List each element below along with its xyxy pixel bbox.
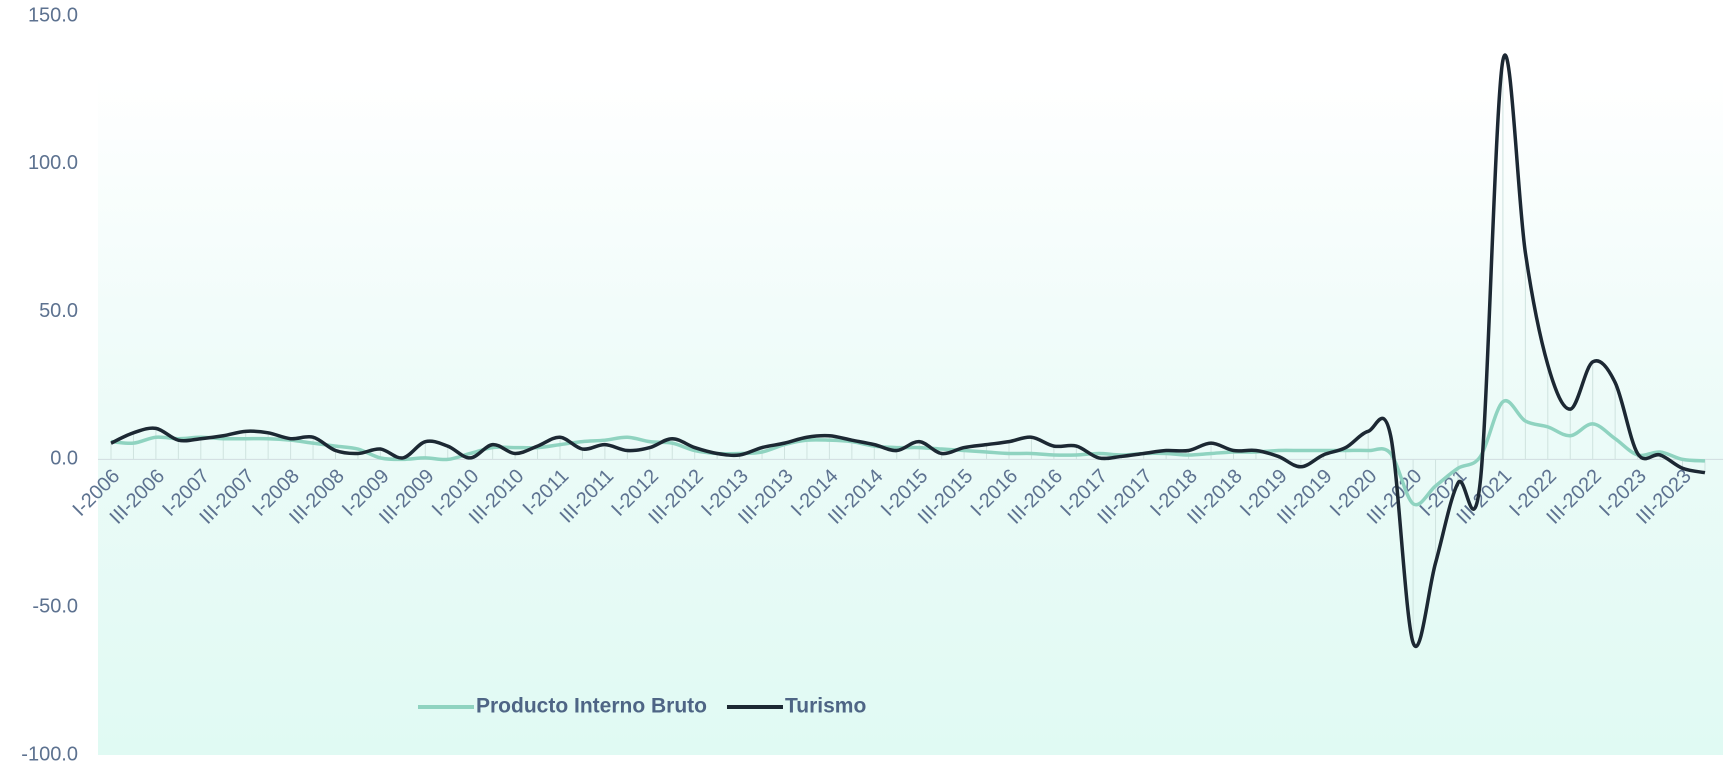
y-tick-label: -100.0 <box>21 743 78 765</box>
y-tick-label: 0.0 <box>50 448 78 470</box>
series-line <box>110 53 1706 648</box>
y-tick-label: 100.0 <box>28 152 78 174</box>
y-tick-label: 50.0 <box>39 300 78 322</box>
legend-label: Producto Interno Bruto <box>476 695 707 718</box>
y-tick-label: -50.0 <box>32 595 78 617</box>
y-tick-label: 150.0 <box>28 4 78 26</box>
plot-background <box>98 75 1723 755</box>
legend-label: Turismo <box>785 695 866 718</box>
